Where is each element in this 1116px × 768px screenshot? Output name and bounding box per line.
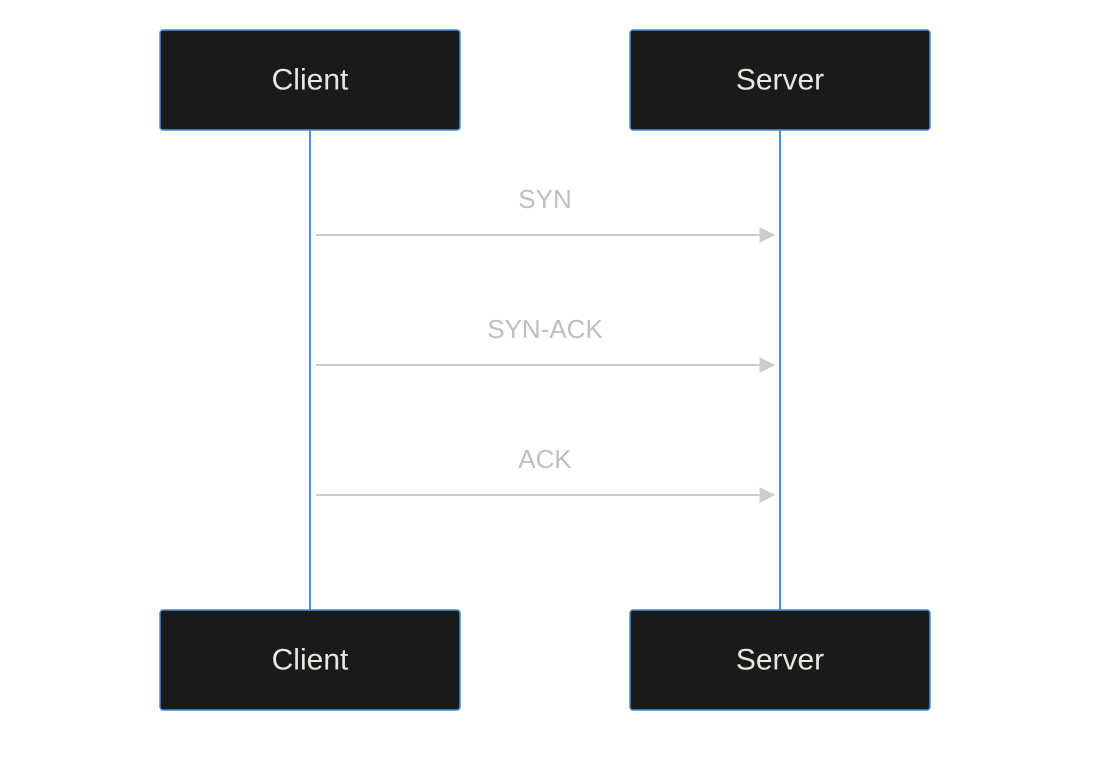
participant-label-client-bottom: Client: [272, 644, 349, 677]
message-label-0: SYN: [518, 184, 571, 214]
participant-label-server-top: Server: [736, 64, 824, 97]
message-label-1: SYN-ACK: [487, 314, 603, 344]
message-label-2: ACK: [518, 444, 572, 474]
participant-label-server-bottom: Server: [736, 644, 824, 677]
participant-label-client-top: Client: [272, 64, 349, 97]
sequence-diagram: SYN SYN-ACK ACK Client Client Server Server: [0, 0, 1116, 768]
